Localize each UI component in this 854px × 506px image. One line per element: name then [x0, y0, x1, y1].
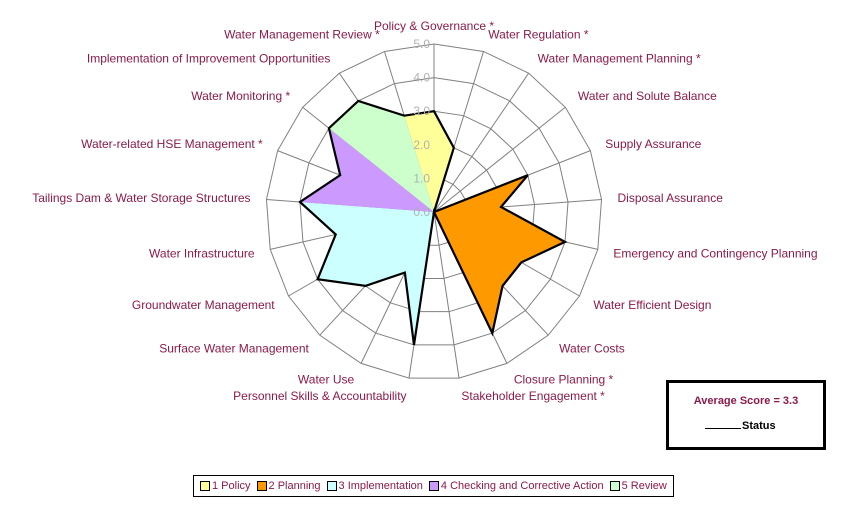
- axis-label: Groundwater Management: [132, 298, 275, 312]
- legend-label: 2 Planning: [268, 480, 321, 492]
- tick-label: 1.0: [413, 171, 430, 185]
- axis-label: Tailings Dam & Water Storage Structures: [32, 191, 250, 205]
- status-line: [298, 99, 568, 346]
- average-score-box: Average Score = 3.3 Status: [666, 380, 826, 450]
- axis-label: Water Infrastructure: [149, 246, 255, 260]
- legend-item-policy: 1 Policy: [200, 480, 251, 492]
- legend-swatch: [326, 481, 337, 491]
- axis-label: Water-related HSE Management *: [81, 137, 263, 151]
- status-label: Status: [742, 420, 776, 432]
- status-line: [705, 428, 741, 429]
- legend-item-checking: 4 Checking and Corrective Action: [428, 480, 604, 492]
- tick-label: 3.0: [413, 104, 430, 118]
- tick-label: 5.0: [413, 37, 430, 51]
- tick-label: 2.0: [413, 138, 430, 152]
- axis-label: Emergency and Contingency Planning: [613, 246, 817, 260]
- spoke-line: [433, 106, 566, 213]
- group-area: [328, 100, 434, 212]
- group-area: [299, 128, 434, 212]
- axis-label: Water Management Planning *: [538, 51, 701, 65]
- legend-item-review: 5 Review: [609, 480, 667, 492]
- axis-label: Water and Solute Balance: [578, 89, 717, 103]
- spoke-line: [433, 72, 530, 213]
- axis-label: Water Management Review *: [224, 27, 380, 41]
- legend-label: 3 Implementation: [338, 480, 423, 492]
- group-area: [434, 147, 566, 334]
- legend-item-implementation: 3 Implementation: [326, 480, 423, 492]
- legend-swatch: [256, 481, 267, 491]
- axis-label: Water Monitoring *: [191, 89, 290, 103]
- legend-label: 1 Policy: [212, 480, 251, 492]
- average-score-title: Average Score = 3.3: [693, 395, 799, 407]
- chart-legend: 1 Policy 2 Planning 3 Implementation 4 C…: [193, 475, 674, 497]
- axis-label: Closure Planning *: [514, 373, 614, 387]
- tick-label: 4.0: [413, 71, 430, 85]
- legend-swatch: [609, 481, 620, 491]
- legend-swatch: [200, 481, 210, 491]
- axis-label: Water Costs: [559, 341, 625, 355]
- legend-label: 5 Review: [621, 480, 667, 492]
- group-area: [299, 201, 493, 345]
- legend-swatch: [428, 481, 439, 491]
- status-key: Status: [705, 420, 776, 432]
- axis-label: Water Efficient Design: [593, 298, 711, 312]
- axis-label: Surface Water Management: [159, 341, 309, 355]
- legend-label: 4 Checking and Corrective Action: [440, 480, 604, 492]
- axis-label: Personnel Skills & Accountability: [233, 389, 406, 403]
- grid-ring: [299, 77, 569, 346]
- axis-label: Supply Assurance: [605, 137, 701, 151]
- grid-ring: [265, 43, 603, 379]
- spoke-line: [433, 211, 460, 379]
- axis-label: Stakeholder Engagement *: [461, 389, 605, 403]
- tick-label: 0.0: [413, 205, 430, 219]
- axis-label: Policy & Governance *: [374, 19, 494, 33]
- axis-label: Water Regulation *: [488, 27, 589, 41]
- legend-item-planning: 2 Planning: [256, 480, 321, 492]
- axis-label: Disposal Assurance: [617, 191, 723, 205]
- axis-label: Implementation of Improvement Opportunit…: [87, 51, 330, 65]
- axis-label: Water Use: [298, 373, 355, 387]
